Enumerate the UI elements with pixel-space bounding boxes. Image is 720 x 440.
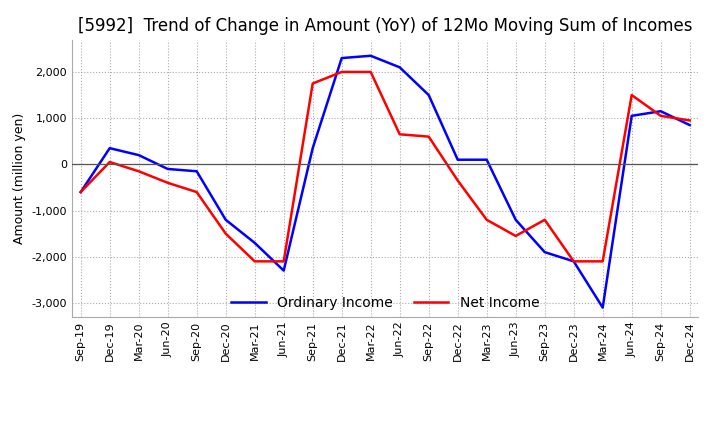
Ordinary Income — [308, 146, 317, 151]
Net Income — [541, 217, 549, 222]
Line: Net Income: Net Income — [81, 72, 690, 261]
Ordinary Income — [135, 152, 143, 158]
Ordinary Income — [338, 55, 346, 61]
Net Income — [627, 92, 636, 98]
Ordinary Income — [482, 157, 491, 162]
Net Income — [395, 132, 404, 137]
Ordinary Income — [657, 109, 665, 114]
Net Income — [221, 231, 230, 236]
Ordinary Income — [76, 189, 85, 194]
Ordinary Income — [105, 146, 114, 151]
Net Income — [135, 169, 143, 174]
Line: Ordinary Income: Ordinary Income — [81, 56, 690, 308]
Ordinary Income — [221, 217, 230, 222]
Ordinary Income — [279, 268, 288, 273]
Net Income — [570, 259, 578, 264]
Ordinary Income — [192, 169, 201, 174]
Net Income — [338, 69, 346, 74]
Net Income — [657, 113, 665, 118]
Ordinary Income — [541, 249, 549, 255]
Ordinary Income — [570, 259, 578, 264]
Ordinary Income — [251, 240, 259, 246]
Net Income — [279, 259, 288, 264]
Ordinary Income — [598, 305, 607, 310]
Ordinary Income — [163, 166, 172, 172]
Ordinary Income — [366, 53, 375, 59]
Y-axis label: Amount (million yen): Amount (million yen) — [13, 113, 26, 244]
Net Income — [192, 189, 201, 194]
Net Income — [163, 180, 172, 186]
Net Income — [308, 81, 317, 86]
Net Income — [511, 233, 520, 238]
Net Income — [685, 118, 694, 123]
Ordinary Income — [511, 217, 520, 222]
Ordinary Income — [395, 65, 404, 70]
Net Income — [598, 259, 607, 264]
Net Income — [76, 189, 85, 194]
Net Income — [424, 134, 433, 139]
Net Income — [251, 259, 259, 264]
Net Income — [366, 69, 375, 74]
Net Income — [105, 159, 114, 165]
Ordinary Income — [685, 122, 694, 128]
Title: [5992]  Trend of Change in Amount (YoY) of 12Mo Moving Sum of Incomes: [5992] Trend of Change in Amount (YoY) o… — [78, 17, 693, 35]
Legend: Ordinary Income, Net Income: Ordinary Income, Net Income — [225, 290, 545, 315]
Ordinary Income — [454, 157, 462, 162]
Net Income — [454, 178, 462, 183]
Ordinary Income — [424, 92, 433, 98]
Ordinary Income — [627, 113, 636, 118]
Net Income — [482, 217, 491, 222]
